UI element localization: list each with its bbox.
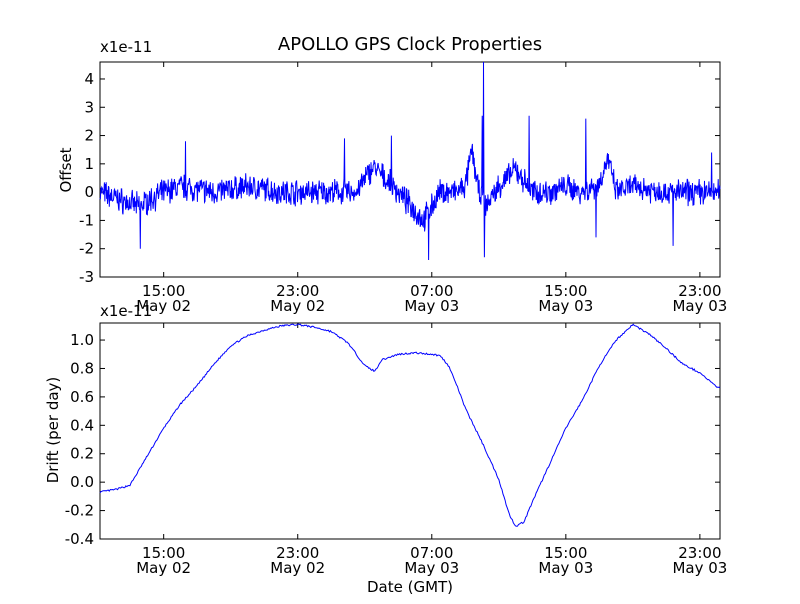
y-tick-label: 0.6: [70, 388, 94, 406]
x-tick-date-label: May 02: [270, 559, 325, 577]
x-tick-date-label: May 03: [404, 559, 459, 577]
y-tick-label: 1.0: [70, 331, 94, 349]
x-tick-date-label: May 02: [136, 297, 191, 315]
plot-frame: [99, 61, 721, 278]
y-tick-label: -0.4: [65, 530, 94, 548]
drift-series-line: [99, 323, 721, 527]
plot-frame: [99, 322, 721, 540]
x-tick-time-label: 23:00: [276, 282, 319, 300]
y-tick-label: -2: [79, 240, 94, 258]
drift-ylabel: Drift (per day): [44, 377, 62, 484]
x-tick-date-label: May 03: [538, 297, 593, 315]
x-tick-date-label: May 02: [270, 297, 325, 315]
chart-title: APOLLO GPS Clock Properties: [278, 34, 542, 55]
x-tick-time-label: 07:00: [410, 544, 453, 562]
x-tick-time-label: 23:00: [678, 544, 721, 562]
offset-series-line: [99, 61, 721, 261]
y-tick-label: 0.4: [70, 416, 94, 434]
x-tick-time-label: 15:00: [544, 544, 587, 562]
drift-scale-label: x1e-11: [100, 302, 152, 320]
offset-scale-label: x1e-11: [100, 38, 152, 56]
x-tick-time-label: 07:00: [410, 282, 453, 300]
y-tick-label: 4: [84, 70, 94, 88]
y-tick-label: 0.8: [70, 359, 94, 377]
y-tick-label: -0.2: [65, 502, 94, 520]
x-tick-date-label: May 02: [136, 559, 191, 577]
y-tick-label: 0.2: [70, 445, 94, 463]
y-tick-label: 0: [84, 183, 94, 201]
y-tick-label: -3: [79, 268, 94, 286]
x-tick-date-label: May 03: [672, 297, 727, 315]
x-tick-time-label: 23:00: [678, 282, 721, 300]
x-tick-time-label: 15:00: [544, 282, 587, 300]
y-tick-label: -1: [79, 211, 94, 229]
y-tick-label: 2: [84, 127, 94, 145]
x-tick-time-label: 23:00: [276, 544, 319, 562]
offset-ylabel: Offset: [57, 147, 75, 192]
drift-xlabel: Date (GMT): [367, 578, 453, 596]
y-tick-label: 1: [84, 155, 94, 173]
x-tick-date-label: May 03: [672, 559, 727, 577]
x-tick-time-label: 15:00: [142, 544, 185, 562]
x-tick-date-label: May 03: [404, 297, 459, 315]
y-tick-label: 0.0: [70, 473, 94, 491]
drift-chart: x1e-11 Drift (per day) Date (GMT) -0.4 -0…: [44, 302, 727, 596]
y-tick-label: 3: [84, 98, 94, 116]
x-tick-time-label: 15:00: [142, 282, 185, 300]
x-tick-date-label: May 03: [538, 559, 593, 577]
